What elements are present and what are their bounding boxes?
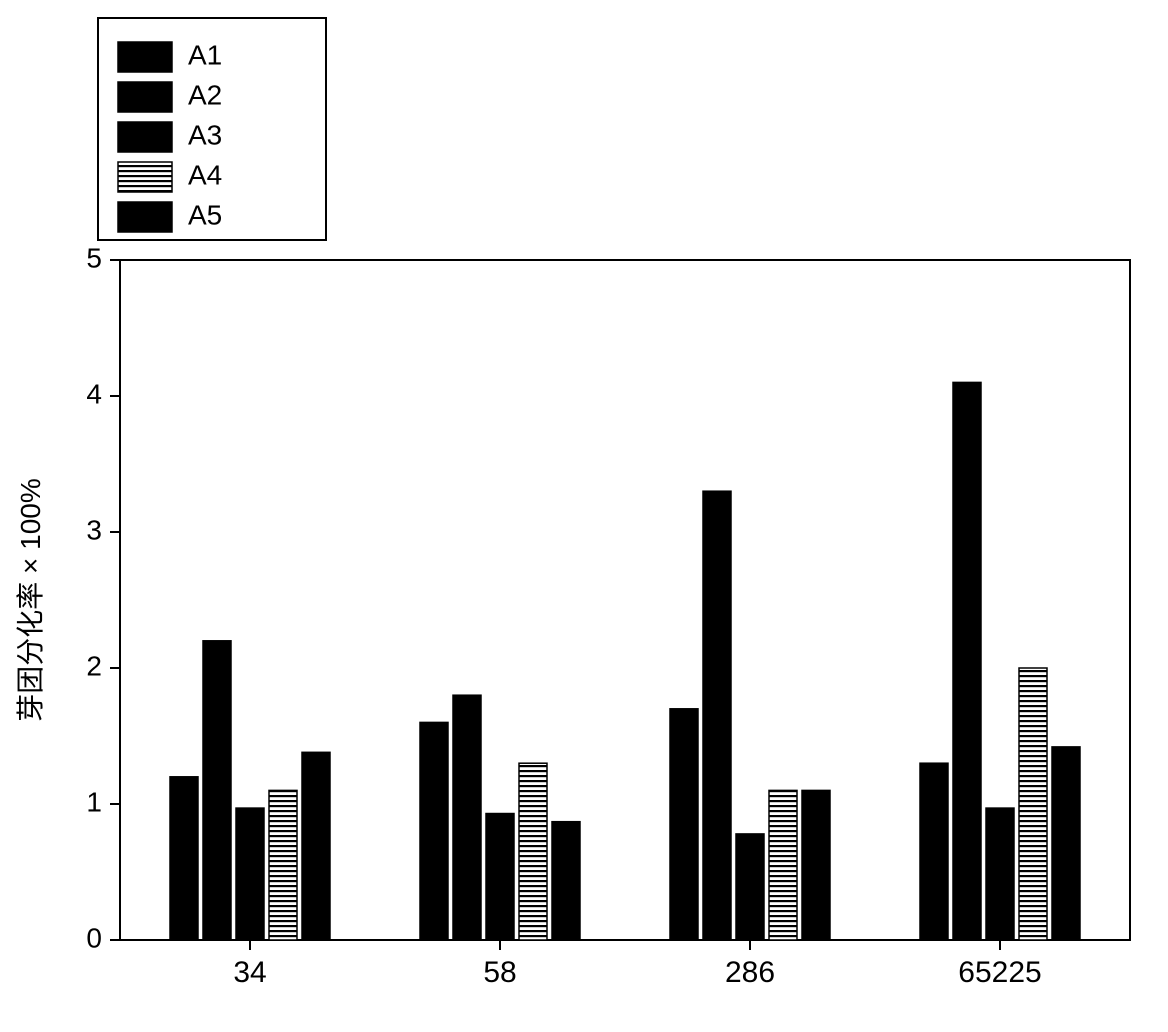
- xtick-label: 34: [233, 956, 266, 989]
- bar: [802, 790, 830, 940]
- bar: [170, 777, 198, 940]
- bar: [736, 834, 764, 940]
- bar: [1052, 747, 1080, 940]
- ytick-label: 0: [86, 922, 102, 953]
- xtick-label: 58: [483, 956, 516, 989]
- bar: [236, 808, 264, 940]
- bar-chart: 012345芽团分化率 × 100%345828665225A1A2A3A4A5: [0, 0, 1168, 1032]
- xtick-label: 286: [725, 956, 775, 989]
- bar: [203, 641, 231, 940]
- bar: [453, 695, 481, 940]
- bar: [420, 722, 448, 940]
- ytick-label: 2: [86, 650, 102, 681]
- legend-swatch: [118, 82, 172, 112]
- bar: [302, 752, 330, 940]
- bar: [769, 790, 797, 940]
- legend-label: A4: [188, 159, 222, 190]
- bar: [1019, 668, 1047, 940]
- legend-swatch: [118, 42, 172, 72]
- bar: [920, 763, 948, 940]
- ytick-label: 4: [86, 378, 102, 409]
- chart-container: 012345芽团分化率 × 100%345828665225A1A2A3A4A5: [0, 0, 1168, 1032]
- bar: [986, 808, 1014, 940]
- xtick-label: 65225: [958, 956, 1041, 989]
- bar: [953, 382, 981, 940]
- bar: [552, 822, 580, 940]
- ytick-label: 3: [86, 514, 102, 545]
- bar: [486, 814, 514, 940]
- legend-swatch: [118, 122, 172, 152]
- bar: [519, 763, 547, 940]
- ytick-label: 5: [86, 242, 102, 273]
- legend-label: A5: [188, 199, 222, 230]
- legend-swatch: [118, 202, 172, 232]
- legend-label: A1: [188, 39, 222, 70]
- y-axis-label: 芽团分化率 × 100%: [15, 478, 46, 722]
- legend-label: A2: [188, 79, 222, 110]
- ytick-label: 1: [86, 786, 102, 817]
- legend-label: A3: [188, 119, 222, 150]
- bar: [269, 790, 297, 940]
- legend-swatch: [118, 162, 172, 192]
- bar: [670, 709, 698, 940]
- bar: [703, 491, 731, 940]
